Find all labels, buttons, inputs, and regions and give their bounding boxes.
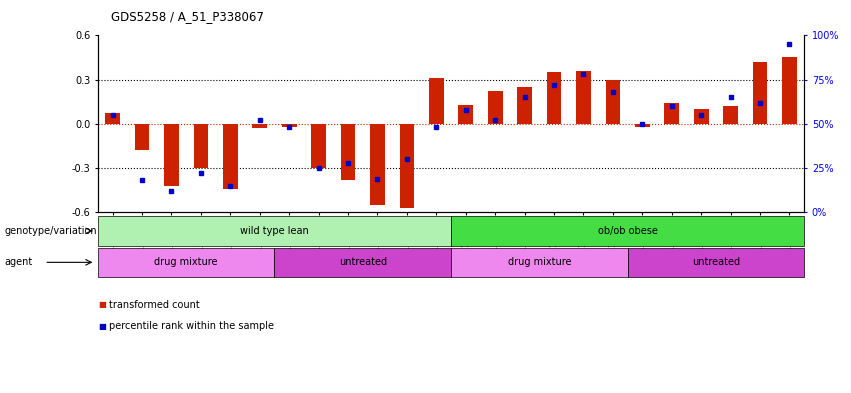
Text: drug mixture: drug mixture (154, 257, 218, 267)
Text: genotype/variation: genotype/variation (4, 226, 97, 236)
Bar (635, 124, 649, 127)
Bar (399, 124, 414, 208)
Text: GDS5258 / A_51_P338067: GDS5258 / A_51_P338067 (111, 10, 264, 23)
Bar (488, 91, 503, 124)
Bar (723, 106, 738, 124)
Text: wild type lean: wild type lean (240, 226, 309, 236)
Bar (752, 62, 768, 124)
Text: agent: agent (4, 257, 32, 267)
Bar (340, 124, 356, 180)
Bar (311, 124, 326, 168)
Bar (106, 114, 120, 124)
Bar (253, 124, 267, 128)
Bar (546, 72, 562, 124)
Text: transformed count: transformed count (109, 299, 200, 310)
Bar (282, 124, 296, 127)
Text: ■: ■ (98, 300, 106, 309)
Bar (164, 124, 179, 186)
Text: ■: ■ (98, 322, 106, 331)
Bar (782, 57, 797, 124)
Text: ob/ob obese: ob/ob obese (597, 226, 658, 236)
Bar (694, 109, 709, 124)
Bar (665, 103, 679, 124)
Bar (134, 124, 150, 150)
Bar (517, 87, 532, 124)
Text: percentile rank within the sample: percentile rank within the sample (109, 321, 274, 331)
Bar (223, 124, 237, 189)
Bar (429, 78, 443, 124)
Text: untreated: untreated (339, 257, 387, 267)
Bar (606, 79, 620, 124)
Bar (193, 124, 208, 168)
Text: untreated: untreated (692, 257, 740, 267)
Bar (459, 105, 473, 124)
Text: drug mixture: drug mixture (507, 257, 571, 267)
Bar (370, 124, 385, 205)
Bar (576, 71, 591, 124)
